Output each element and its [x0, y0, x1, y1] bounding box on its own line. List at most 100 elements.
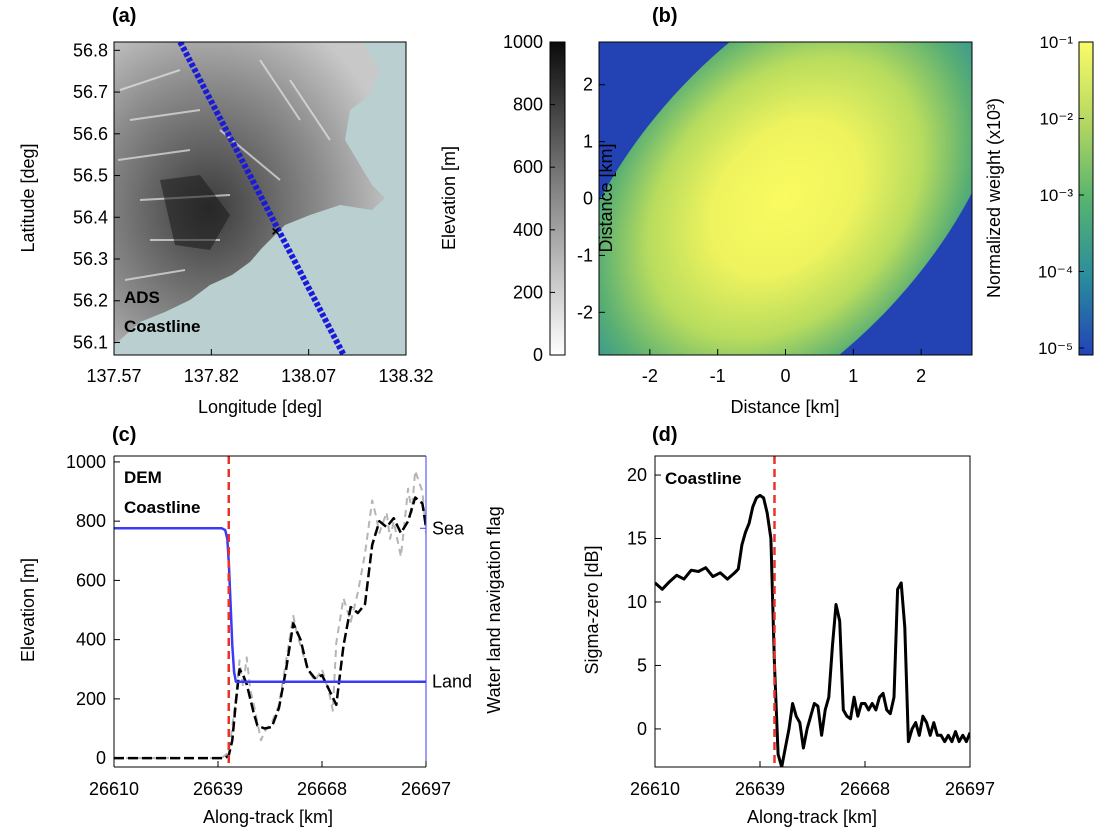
colorbar-tick-label: 10⁻¹: [1039, 33, 1073, 52]
panel-d-plot: [655, 456, 970, 767]
y-tick-label: -1: [577, 245, 593, 265]
colorbar-tick-label: 1000: [503, 32, 543, 52]
colorbar-tick-label: 10⁻⁴: [1038, 263, 1073, 282]
x-tick-label: 26668: [840, 779, 890, 799]
panel-b-xlabel: Distance [km]: [730, 397, 839, 417]
right-tick-label: Land: [432, 672, 472, 692]
y-tick-label: 56.7: [73, 82, 108, 102]
panel-c-axes: 26610 26639 26668 26697 0 200 400 600 800 1000 Sea…: [66, 452, 472, 799]
weight-ellipse: [599, 42, 972, 355]
panel-c-ylabel: Elevation [m]: [18, 558, 38, 662]
y-tick-label: 15: [627, 529, 647, 549]
panel-a-frame: [113, 41, 407, 356]
x-tick-label: 26639: [735, 779, 785, 799]
y-tick-label: 0: [96, 748, 106, 768]
y-tick-label: 600: [76, 570, 106, 590]
dem-raw-line: [114, 469, 426, 760]
y-tick-label: 56.8: [73, 40, 108, 60]
x-tick-label: 26697: [401, 779, 451, 799]
x-tick-label: 2: [916, 366, 926, 386]
x-tick-label: 137.57: [86, 366, 141, 386]
x-tick-label: 1: [848, 366, 858, 386]
x-tick-label: 26697: [945, 779, 995, 799]
panel-a-xlabel: Longitude [deg]: [198, 397, 322, 417]
y-tick-label: 20: [627, 465, 647, 485]
x-tick-label: -1: [710, 366, 726, 386]
colorbar-tick-label: 10⁻³: [1039, 186, 1073, 205]
panel-a: (a) × ADS Coastline 137.57 137.82 138.07 13…: [18, 5, 566, 417]
land-terrain: [114, 42, 385, 345]
weight-colorbar-label: Normalized weight (x10³): [984, 98, 1004, 298]
elevation-colorbar-ticks: 0 200 400 600 800 1000: [503, 32, 555, 365]
elevation-colorbar: [549, 41, 566, 356]
panel-b-ylabel: Distance [km]: [596, 143, 616, 252]
y-tick-label: 0: [583, 189, 593, 209]
x-tick-label: 138.07: [281, 366, 336, 386]
panel-c-plot: [114, 456, 426, 767]
colorbar-tick-label: 800: [513, 95, 543, 115]
x-tick-label: 0: [780, 366, 790, 386]
y-tick-label: 56.5: [73, 166, 108, 186]
panel-d: (d) 26610 26639 26668 26697 0 5 10 15 20 Coastli…: [582, 424, 995, 827]
x-tick-label: 26610: [89, 779, 139, 799]
x-tick-label: 137.82: [184, 366, 239, 386]
dem-line: [114, 496, 426, 760]
weight-colorbar-ticks: 10⁻⁵ 10⁻⁴ 10⁻³ 10⁻² 10⁻¹: [1038, 33, 1084, 358]
ads-legend: ADS: [124, 288, 160, 307]
y-tick-label: 400: [76, 630, 106, 650]
y-tick-label: 56.6: [73, 124, 108, 144]
elevation-colorbar-label: Elevation [m]: [439, 146, 459, 250]
dem-legend: DEM: [124, 468, 162, 487]
y-tick-label: 56.2: [73, 291, 108, 311]
y-tick-label: 2: [583, 75, 593, 95]
y-tick-label: 10: [627, 592, 647, 612]
sigma-zero-line: [655, 493, 970, 767]
panel-a-axes: 137.57 137.82 138.07 138.32 56.1 56.2 56.3 56.4…: [73, 40, 434, 386]
x-tick-label: -2: [642, 366, 658, 386]
panel-d-axes: 26610 26639 26668 26697 0 5 10 15 20: [627, 465, 995, 799]
colorbar-tick-label: 600: [513, 157, 543, 177]
panel-d-label: (d): [652, 424, 678, 446]
coastline-legend-c: Coastline: [124, 498, 201, 517]
y-tick-label: 5: [637, 655, 647, 675]
y-tick-label: 200: [76, 689, 106, 709]
x-tick-label: 138.32: [378, 366, 433, 386]
panel-c-ylabel-right: Water land navigation flag: [484, 506, 504, 713]
y-tick-label: 56.1: [73, 332, 108, 352]
panel-b-heatmap: [599, 42, 972, 355]
ads-track: [177, 42, 347, 355]
panel-b-axes: -2 -1 0 1 2 -2 -1 0 1 2: [577, 75, 926, 386]
x-tick-label: 26668: [297, 779, 347, 799]
colorbar-tick-label: 10⁻⁵: [1038, 339, 1073, 358]
panel-b: (b) -2 -1 0 1 2 -2 -1 0 1 2 Distance [km] Distanc…: [577, 5, 1094, 417]
right-tick-label: Sea: [432, 518, 465, 538]
panel-d-ylabel: Sigma-zero [dB]: [582, 545, 602, 674]
y-tick-label: 800: [76, 511, 106, 531]
x-tick-label: 26610: [630, 779, 680, 799]
panel-a-ylabel: Latitude [deg]: [18, 143, 38, 252]
y-tick-label: -2: [577, 302, 593, 322]
y-tick-label: 1000: [66, 452, 106, 472]
y-tick-label: 56.4: [73, 207, 108, 227]
colorbar-tick-label: 400: [513, 220, 543, 240]
y-tick-label: 1: [583, 132, 593, 152]
coastline-legend-d: Coastline: [665, 469, 742, 488]
panel-a-label: (a): [112, 5, 136, 27]
panel-c: (c) 26610 26639 26668 26697 0 200 400 600 800 100…: [18, 424, 504, 827]
colorbar-tick-label: 10⁻²: [1039, 110, 1073, 129]
panel-d-frame: [654, 455, 971, 768]
coastline-legend: Coastline: [124, 317, 201, 336]
x-tick-label: 26639: [193, 779, 243, 799]
colorbar-tick-label: 200: [513, 282, 543, 302]
panel-b-label: (b): [652, 5, 678, 27]
y-tick-label: 56.3: [73, 249, 108, 269]
flag-line: [114, 527, 426, 683]
high-terrain: [160, 175, 230, 250]
y-tick-label: 0: [637, 719, 647, 739]
weight-colorbar: [1078, 41, 1094, 356]
panel-d-xlabel: Along-track [km]: [747, 807, 877, 827]
panel-c-xlabel: Along-track [km]: [203, 807, 333, 827]
panel-a-map: ×: [114, 42, 406, 355]
coastline-marker: ×: [271, 223, 279, 239]
